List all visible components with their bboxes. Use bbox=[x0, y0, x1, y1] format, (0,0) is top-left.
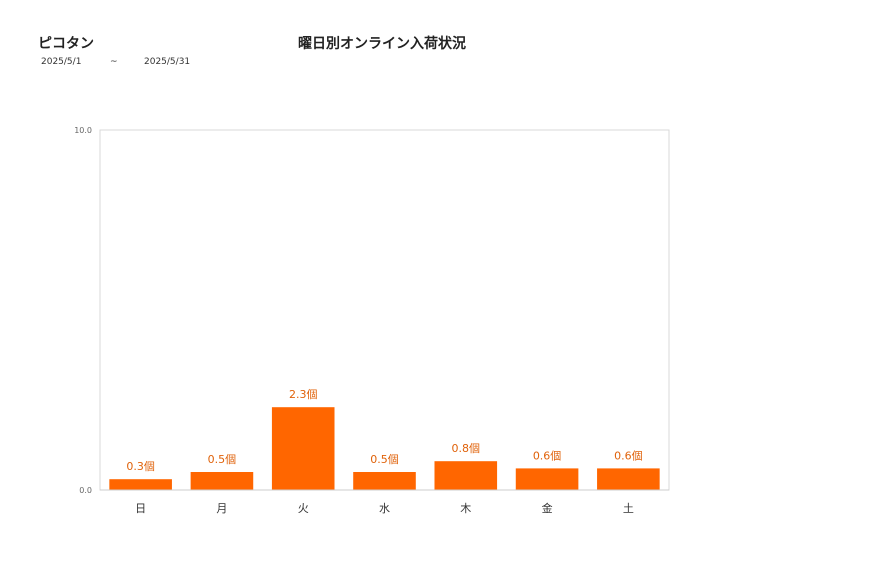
x-category-label: 木 bbox=[460, 502, 471, 515]
data-label: 0.5個 bbox=[370, 453, 399, 466]
bar bbox=[109, 479, 172, 490]
date-separator: ~ bbox=[110, 57, 118, 67]
x-category-label: 水 bbox=[379, 502, 390, 515]
chart-title: 曜日別オンライン入荷状況 bbox=[298, 36, 466, 52]
data-label: 2.3個 bbox=[289, 388, 318, 401]
bar bbox=[271, 407, 335, 490]
bar bbox=[353, 472, 416, 490]
x-category-label: 火 bbox=[298, 502, 309, 515]
y-tick-label: 10.0 bbox=[74, 126, 92, 135]
plot-area bbox=[99, 129, 670, 491]
x-category-label: 金 bbox=[542, 501, 553, 515]
date-end: 2025/5/31 bbox=[144, 57, 191, 67]
bar bbox=[434, 461, 498, 490]
data-label: 0.6個 bbox=[614, 449, 643, 462]
bar bbox=[597, 468, 660, 490]
data-label: 0.6個 bbox=[533, 449, 562, 462]
x-category-label: 月 bbox=[216, 502, 227, 515]
data-label: 0.5個 bbox=[208, 453, 237, 466]
x-category-label: 日 bbox=[135, 502, 146, 515]
data-label: 0.3個 bbox=[126, 460, 155, 473]
bar bbox=[515, 468, 579, 490]
x-category-label: 土 bbox=[623, 502, 634, 515]
y-tick-label: 0.0 bbox=[79, 486, 92, 495]
date-start: 2025/5/1 bbox=[41, 57, 82, 67]
bar bbox=[190, 472, 254, 490]
brand-name: ピコタン bbox=[38, 36, 94, 52]
data-label: 0.8個 bbox=[452, 442, 481, 455]
